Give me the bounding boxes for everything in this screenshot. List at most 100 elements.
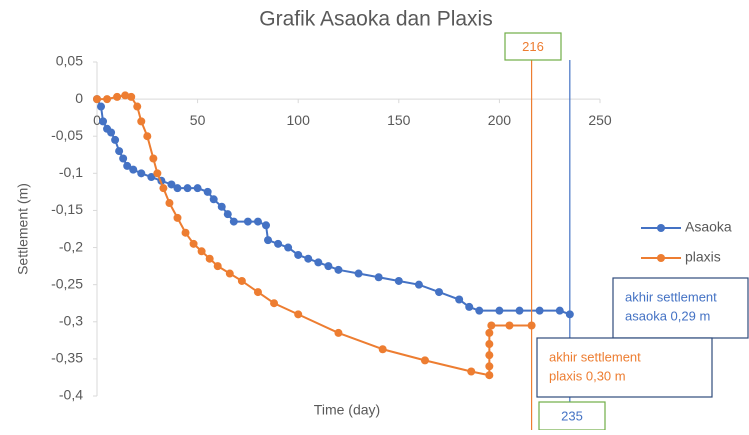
marker xyxy=(485,328,494,337)
marker xyxy=(217,202,226,211)
marker xyxy=(314,258,323,267)
marker xyxy=(149,154,158,163)
marker xyxy=(515,306,524,315)
marker xyxy=(225,269,234,278)
marker xyxy=(374,273,383,282)
x-tick-label: 150 xyxy=(387,112,411,128)
y-axis-label: Settlement (m) xyxy=(15,183,31,275)
marker xyxy=(414,280,423,289)
marker xyxy=(143,132,152,141)
marker xyxy=(394,276,403,285)
marker xyxy=(209,195,218,204)
marker xyxy=(99,117,108,126)
y-tick-label: -0,2 xyxy=(59,238,83,254)
marker xyxy=(455,295,464,304)
marker xyxy=(123,161,132,170)
marker xyxy=(334,328,343,337)
marker xyxy=(127,92,136,101)
y-tick-label: -0,25 xyxy=(51,275,83,291)
marker xyxy=(505,321,514,330)
marker xyxy=(119,154,128,163)
marker xyxy=(93,95,101,104)
note-text: akhir settlement xyxy=(549,349,641,364)
marker xyxy=(555,306,564,315)
note-text: akhir settlement xyxy=(625,289,717,304)
marker xyxy=(284,243,293,252)
marker xyxy=(167,180,176,189)
marker xyxy=(274,239,283,248)
note-text: plaxis 0,30 m xyxy=(549,368,626,383)
marker xyxy=(324,262,333,271)
marker xyxy=(113,92,122,101)
marker xyxy=(137,117,146,126)
marker xyxy=(262,221,271,230)
marker xyxy=(189,239,198,248)
marker xyxy=(485,371,494,380)
marker xyxy=(243,217,252,226)
marker xyxy=(129,165,138,174)
y-tick-label: 0,05 xyxy=(56,53,83,69)
marker xyxy=(253,217,262,226)
vline-label: 235 xyxy=(561,408,583,423)
marker xyxy=(223,210,232,219)
marker xyxy=(153,169,162,178)
y-tick-label: 0 xyxy=(75,90,83,106)
marker xyxy=(183,184,192,193)
y-tick-label: -0,05 xyxy=(51,127,83,143)
label-box xyxy=(504,32,562,61)
chart-title: Grafik Asaoka dan Plaxis xyxy=(259,8,492,31)
marker xyxy=(121,91,130,100)
marker xyxy=(173,184,182,193)
marker xyxy=(237,276,246,285)
marker xyxy=(485,362,494,371)
marker xyxy=(147,173,156,182)
y-tick-label: -0,3 xyxy=(59,312,83,328)
marker xyxy=(535,306,544,315)
marker xyxy=(165,199,174,208)
marker xyxy=(111,135,120,144)
vline-label: 216 xyxy=(522,39,544,54)
note-box xyxy=(612,277,749,339)
x-axis-label: Time (day) xyxy=(314,402,380,418)
marker xyxy=(115,147,124,156)
marker xyxy=(197,247,206,256)
marker xyxy=(485,340,494,349)
y-tick-label: -0,4 xyxy=(59,387,83,403)
marker xyxy=(159,184,168,193)
marker xyxy=(213,262,222,271)
marker xyxy=(205,254,214,263)
note-text: asaoka 0,29 m xyxy=(625,308,710,323)
marker xyxy=(294,310,303,319)
marker xyxy=(264,236,273,245)
marker xyxy=(181,228,190,237)
series-line xyxy=(96,98,571,316)
x-tick-label: 100 xyxy=(287,112,311,128)
marker xyxy=(378,345,387,354)
marker xyxy=(229,217,238,226)
series-line xyxy=(97,94,532,377)
marker xyxy=(173,213,182,222)
x-tick-label: 200 xyxy=(488,112,512,128)
marker xyxy=(203,187,212,196)
marker xyxy=(465,302,474,311)
y-tick-label: -0,1 xyxy=(59,164,83,180)
marker xyxy=(304,254,313,263)
marker xyxy=(495,306,504,315)
marker xyxy=(487,321,496,330)
marker xyxy=(485,351,494,360)
marker xyxy=(475,306,484,315)
marker xyxy=(467,367,476,376)
legend-label: plaxis xyxy=(685,249,721,265)
marker xyxy=(253,288,262,297)
marker xyxy=(137,169,146,178)
marker xyxy=(193,184,202,193)
y-tick-label: -0,15 xyxy=(51,201,83,217)
marker xyxy=(354,269,363,278)
note-box xyxy=(536,337,713,398)
legend-label: Asaoka xyxy=(685,219,732,235)
x-tick-label: 50 xyxy=(190,112,206,128)
marker xyxy=(420,356,429,365)
marker xyxy=(133,102,142,111)
marker xyxy=(103,95,112,104)
